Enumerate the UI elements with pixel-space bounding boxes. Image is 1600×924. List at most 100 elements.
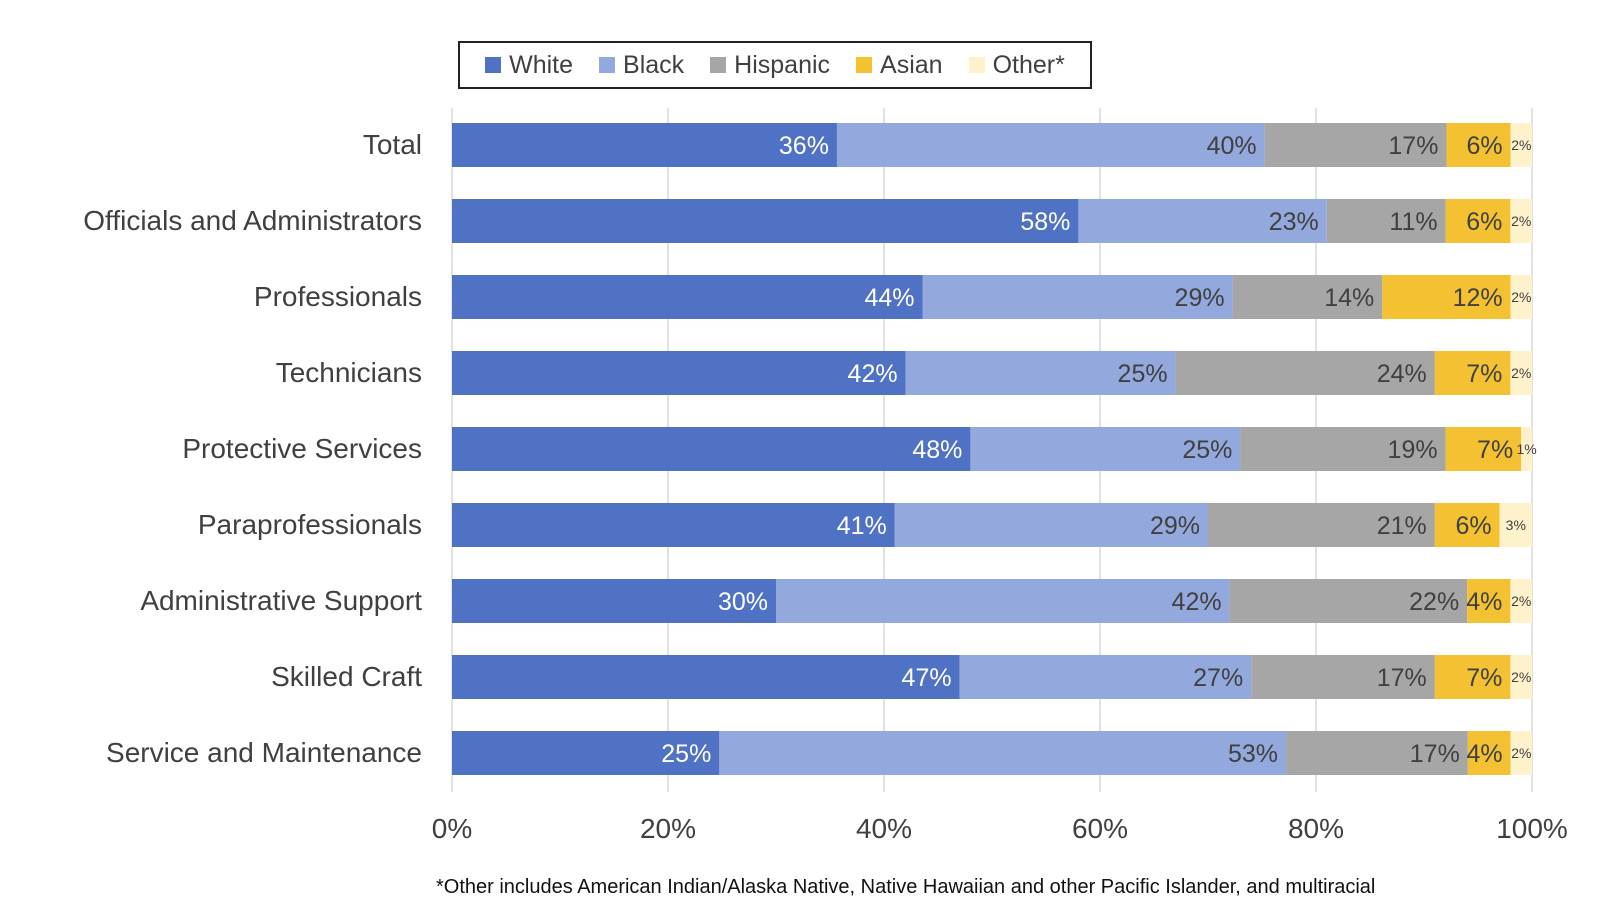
bar-segment-hispanic — [1326, 199, 1446, 243]
bar-segment-white — [452, 731, 720, 775]
data-label: 58% — [1020, 208, 1070, 236]
bar-segment-asian — [1434, 503, 1500, 547]
legend-item-hispanic: Hispanic — [710, 51, 830, 80]
data-label: 17% — [1410, 740, 1460, 768]
bar-segment-asian — [1445, 427, 1522, 471]
legend-label-white: White — [509, 50, 574, 79]
bar-segment-black — [1078, 199, 1327, 243]
bar-segment-other — [1510, 655, 1532, 699]
data-label: 2% — [1511, 593, 1531, 609]
bar-segment-other — [1510, 731, 1532, 775]
bar-segment-asian — [1434, 351, 1511, 395]
data-label: 17% — [1388, 132, 1438, 160]
bar-segment-white — [452, 123, 837, 167]
data-label: 4% — [1466, 588, 1502, 616]
bar-segment-white — [452, 427, 971, 471]
legend-label-other: Other* — [992, 50, 1065, 79]
bar-segment-asian — [1467, 731, 1511, 775]
data-label: 22% — [1409, 588, 1459, 616]
bar-segment-asian — [1445, 199, 1511, 243]
data-label: 25% — [1118, 360, 1168, 388]
legend-item-black: Black — [599, 51, 684, 80]
data-label: 4% — [1466, 740, 1502, 768]
data-label: 3% — [1506, 517, 1526, 533]
data-label: 44% — [864, 284, 914, 312]
data-label: 41% — [837, 512, 887, 540]
bar-segment-hispanic — [1208, 503, 1435, 547]
bar-segment-other — [1510, 351, 1532, 395]
bar-segment-hispanic — [1286, 731, 1468, 775]
x-tick-label: 80% — [1288, 813, 1344, 844]
bar-segment-asian — [1434, 655, 1511, 699]
legend-label-hispanic: Hispanic — [734, 50, 831, 79]
data-label: 6% — [1466, 132, 1502, 160]
x-tick-label: 100% — [1496, 813, 1568, 844]
bar-segment-black — [776, 579, 1230, 623]
bar-segment-hispanic — [1264, 123, 1447, 167]
data-label: 25% — [661, 740, 711, 768]
category-label: Service and Maintenance — [106, 737, 422, 768]
data-label: 40% — [1207, 132, 1257, 160]
bar-segment-hispanic — [1240, 427, 1446, 471]
bar-segment-hispanic — [1229, 579, 1468, 623]
bar-segment-hispanic — [1175, 351, 1435, 395]
data-label: 19% — [1388, 436, 1438, 464]
bar-segment-white — [452, 503, 895, 547]
x-tick-label: 40% — [856, 813, 912, 844]
bar-segment-black — [905, 351, 1176, 395]
legend-label-asian: Asian — [880, 50, 943, 79]
category-label: Administrative Support — [140, 585, 422, 616]
bar-segment-black — [894, 503, 1208, 547]
bar-segment-other — [1510, 275, 1532, 319]
category-label: Officials and Administrators — [83, 205, 422, 236]
data-label: 24% — [1377, 360, 1427, 388]
data-label: 7% — [1466, 664, 1502, 692]
bar-segment-white — [452, 579, 776, 623]
data-label: 11% — [1389, 208, 1437, 236]
legend-item-asian: Asian — [856, 51, 943, 80]
bar-segment-other — [1510, 123, 1532, 167]
data-label: 6% — [1466, 208, 1502, 236]
data-label: 12% — [1453, 284, 1503, 312]
legend-swatch-asian — [856, 57, 873, 73]
x-tick-label: 60% — [1072, 813, 1128, 844]
data-label: 2% — [1511, 669, 1531, 685]
bar-segment-black — [922, 275, 1233, 319]
legend-item-white: White — [485, 51, 573, 80]
bar-segment-black — [959, 655, 1252, 699]
data-label: 47% — [902, 664, 952, 692]
bar-segment-black — [836, 123, 1265, 167]
bar-segment-other — [1499, 503, 1532, 547]
data-label: 29% — [1175, 284, 1225, 312]
bar-segment-asian — [1382, 275, 1511, 319]
category-label: Protective Services — [182, 433, 422, 464]
bar-segment-black — [970, 427, 1241, 471]
data-label: 48% — [912, 436, 962, 464]
chart-legend: White Black Hispanic Asian Other* — [458, 41, 1092, 89]
legend-swatch-white — [485, 57, 502, 73]
data-label: 2% — [1511, 289, 1531, 305]
legend-item-other: Other* — [968, 50, 1065, 80]
data-label: 36% — [779, 132, 829, 160]
data-label: 7% — [1466, 360, 1502, 388]
data-label: 23% — [1269, 208, 1319, 236]
category-label: Technicians — [276, 357, 422, 388]
data-label: 2% — [1511, 745, 1531, 761]
category-label: Skilled Craft — [271, 661, 422, 692]
data-label: 42% — [848, 360, 898, 388]
x-tick-label: 0% — [432, 813, 472, 844]
bar-segment-white — [452, 655, 960, 699]
bar-segment-black — [719, 731, 1287, 775]
bar-segment-white — [452, 275, 923, 319]
data-label: 1% — [1516, 441, 1536, 457]
category-label: Paraprofessionals — [198, 509, 422, 540]
bar-segment-other — [1521, 427, 1532, 471]
bar-segment-white — [452, 199, 1079, 243]
bar-segment-asian — [1467, 579, 1511, 623]
category-label: Total — [363, 129, 422, 160]
legend-swatch-other — [968, 57, 985, 73]
data-label: 6% — [1455, 512, 1491, 540]
data-label: 2% — [1511, 365, 1531, 381]
legend-swatch-black — [599, 57, 616, 73]
